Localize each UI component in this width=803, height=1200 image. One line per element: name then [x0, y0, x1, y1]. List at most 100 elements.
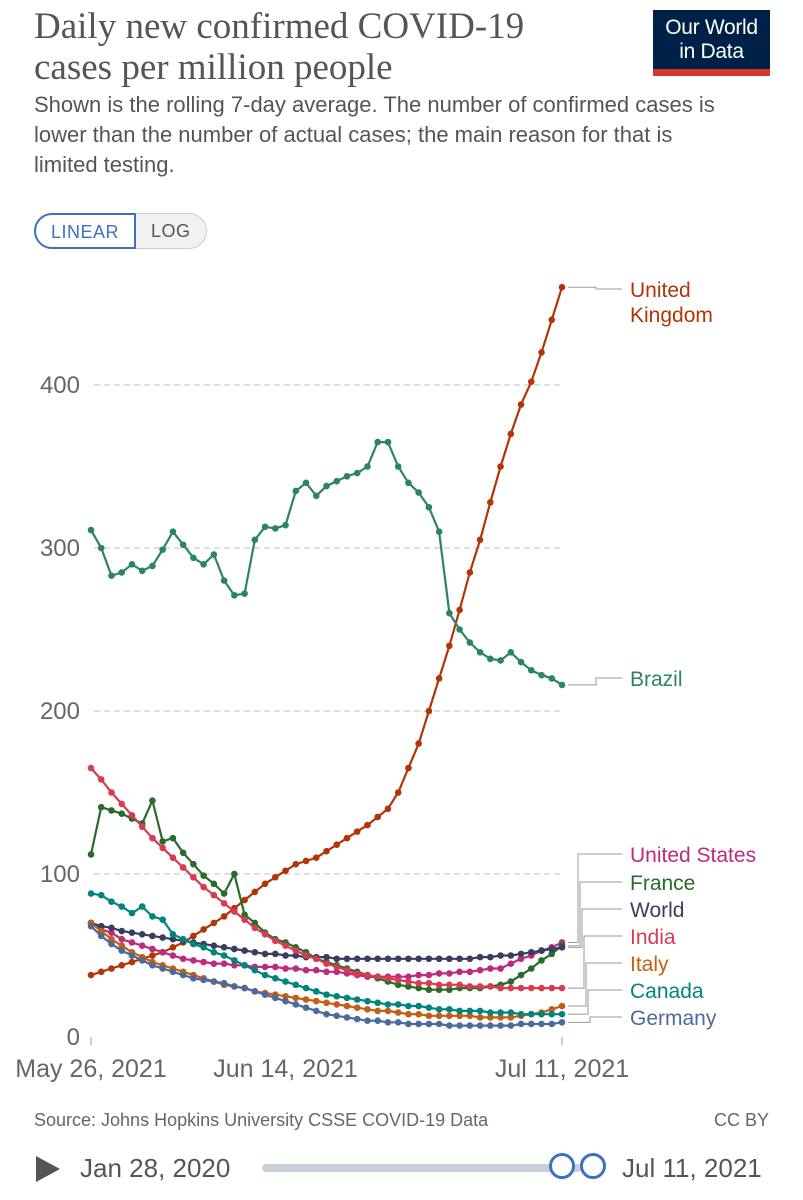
data-point	[517, 401, 525, 408]
data-point	[282, 992, 289, 1000]
data-point	[97, 544, 105, 552]
data-point	[251, 988, 259, 995]
data-point	[517, 984, 525, 992]
data-point	[159, 948, 166, 956]
data-point	[497, 1022, 504, 1029]
data-point	[149, 952, 156, 959]
owid-logo[interactable]: Our World in Data	[653, 10, 770, 76]
data-point	[149, 932, 156, 940]
data-point	[159, 965, 166, 972]
data-point	[251, 536, 259, 544]
label-connector	[568, 286, 622, 290]
data-point	[220, 944, 228, 951]
x-tick-label: Jul 11, 2021	[495, 1055, 629, 1083]
data-point	[374, 999, 381, 1007]
data-point	[476, 1014, 484, 1021]
data-point	[456, 955, 463, 963]
data-point	[333, 1001, 341, 1008]
y-tick-label: 200	[40, 698, 80, 725]
data-point	[169, 935, 177, 943]
data-point	[435, 981, 443, 989]
data-point	[517, 955, 525, 963]
data-point	[261, 931, 269, 938]
data-point	[169, 952, 177, 959]
timeline-end-date: Jul 11, 2021	[622, 1153, 762, 1183]
data-point	[251, 966, 259, 974]
data-point	[548, 950, 556, 958]
data-point	[487, 983, 494, 990]
data-point	[210, 978, 218, 985]
data-point	[312, 492, 320, 500]
label-connector	[568, 677, 622, 686]
data-point	[138, 567, 146, 575]
data-point	[108, 789, 115, 796]
data-point	[261, 880, 269, 888]
data-point	[210, 942, 218, 950]
data-point	[507, 978, 515, 985]
data-point	[507, 430, 515, 438]
data-point	[220, 979, 228, 987]
data-point	[558, 681, 566, 689]
data-point	[446, 1012, 453, 1020]
data-point	[456, 981, 463, 989]
data-point	[548, 1020, 556, 1028]
data-point	[138, 903, 146, 910]
data-point	[190, 957, 197, 964]
data-point	[517, 971, 525, 979]
license-label[interactable]: CC BY	[713, 1110, 769, 1130]
data-point	[323, 999, 330, 1007]
data-point	[425, 503, 433, 511]
data-point	[128, 952, 136, 959]
data-point	[108, 965, 115, 972]
data-point	[231, 591, 238, 599]
data-point	[384, 438, 392, 446]
play-icon[interactable]	[36, 1156, 60, 1182]
data-point	[405, 978, 412, 985]
data-point	[169, 944, 177, 951]
data-point	[241, 916, 248, 923]
data-point	[487, 1009, 494, 1016]
data-point	[446, 1005, 453, 1013]
data-point	[497, 1009, 504, 1016]
data-point	[517, 1020, 525, 1028]
data-point	[333, 955, 341, 963]
y-tick-label: 400	[40, 372, 80, 399]
data-point	[169, 931, 177, 938]
data-point	[435, 1020, 443, 1028]
data-point	[538, 984, 545, 992]
timeline-end-handle[interactable]	[580, 1153, 606, 1179]
data-point	[353, 955, 361, 963]
linear-button[interactable]: LINEAR	[34, 213, 137, 249]
series-label: United	[630, 279, 691, 302]
data-point	[456, 606, 463, 614]
chart-subtitle: Shown is the rolling 7-day average. The …	[34, 92, 715, 177]
data-point	[210, 551, 218, 558]
data-point	[538, 1020, 545, 1028]
data-point	[159, 546, 166, 553]
data-point	[210, 880, 218, 888]
data-point	[302, 1004, 310, 1011]
data-point	[558, 984, 566, 992]
timeline-start-handle[interactable]	[549, 1153, 575, 1179]
data-point	[394, 463, 402, 470]
source-note[interactable]: Source: Johns Hopkins University CSSE CO…	[34, 1110, 489, 1130]
data-point	[425, 1004, 433, 1011]
series-label: Kingdom	[630, 304, 713, 327]
data-point	[323, 847, 330, 855]
data-point	[538, 1010, 545, 1018]
data-point	[272, 525, 279, 532]
data-point	[261, 991, 269, 998]
data-point	[272, 975, 279, 982]
data-point	[548, 316, 556, 324]
data-point	[128, 929, 136, 936]
line-chart: 0 100 200 300 400 May 26, 2021 Jun 14, 2021 Jul…	[15, 279, 756, 1083]
log-button[interactable]: LOG	[136, 213, 207, 249]
data-point	[241, 947, 248, 954]
data-point	[292, 487, 300, 495]
data-point	[353, 996, 361, 1003]
timeline-track[interactable]	[262, 1164, 582, 1172]
data-point	[323, 991, 330, 998]
data-point	[364, 955, 371, 963]
data-point	[179, 864, 187, 871]
data-point	[200, 926, 207, 933]
